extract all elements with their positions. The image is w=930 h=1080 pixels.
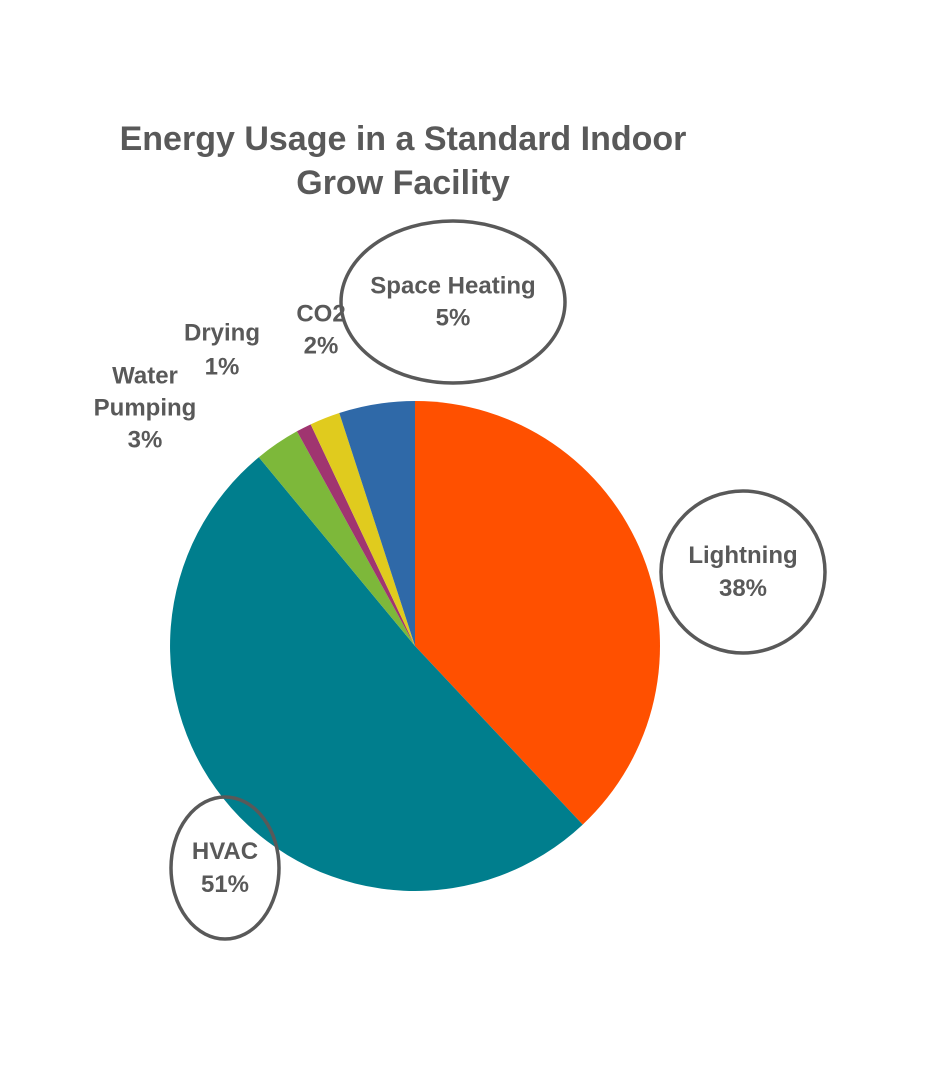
slice-name-label-water-pumping: Pumping bbox=[94, 395, 197, 422]
slice-value-label-co2: 2% bbox=[304, 333, 339, 360]
pie-slices bbox=[170, 401, 660, 891]
slice-name-label-space-heating: Space Heating bbox=[370, 273, 535, 300]
annotation-ring-hvac bbox=[169, 795, 281, 941]
slice-label-drying: Drying 1% bbox=[184, 320, 260, 381]
slice-value-label-lightning: 38% bbox=[719, 575, 767, 602]
slice-name-label-hvac: HVAC bbox=[192, 838, 258, 865]
slice-value-label-hvac: 51% bbox=[201, 871, 249, 898]
slice-name-label-water-pumping: Water bbox=[112, 363, 178, 390]
slice-label-hvac: HVAC 51% bbox=[192, 838, 258, 898]
annotation-ring-space-heating bbox=[339, 219, 567, 385]
chart-title: Energy Usage in a Standard Indoor Grow F… bbox=[120, 120, 687, 202]
chart-title-line-1: Energy Usage in a Standard Indoor bbox=[120, 120, 687, 158]
pie-slice-lightning bbox=[415, 401, 660, 825]
pie-slice-drying bbox=[296, 424, 415, 646]
pie-slice-co2 bbox=[310, 412, 415, 646]
pie-slice-hvac bbox=[170, 457, 583, 891]
slice-name-label-lightning: Lightning bbox=[688, 542, 797, 569]
pie-slice-water-pumping bbox=[258, 431, 415, 646]
slice-value-label-water-pumping: 3% bbox=[128, 427, 163, 454]
slice-label-water-pumping: Water Pumping 3% bbox=[94, 363, 197, 454]
slice-name-label-co2: CO2 bbox=[296, 301, 345, 328]
annotation-ring-lightning bbox=[659, 489, 827, 655]
slice-name-label-drying: Drying bbox=[184, 320, 260, 347]
slice-value-label-space-heating: 5% bbox=[436, 305, 471, 332]
slice-value-label-drying: 1% bbox=[205, 354, 240, 381]
annotation-rings bbox=[169, 219, 827, 941]
pie-slice-space-heating bbox=[339, 401, 415, 646]
slice-labels: Lightning 38% HVAC 51% Water Pumping 3% Drying 1… bbox=[94, 273, 798, 899]
slice-label-space-heating: Space Heating 5% bbox=[370, 273, 535, 332]
chart-title-line-2: Grow Facility bbox=[296, 164, 510, 202]
slice-label-lightning: Lightning 38% bbox=[688, 542, 797, 602]
